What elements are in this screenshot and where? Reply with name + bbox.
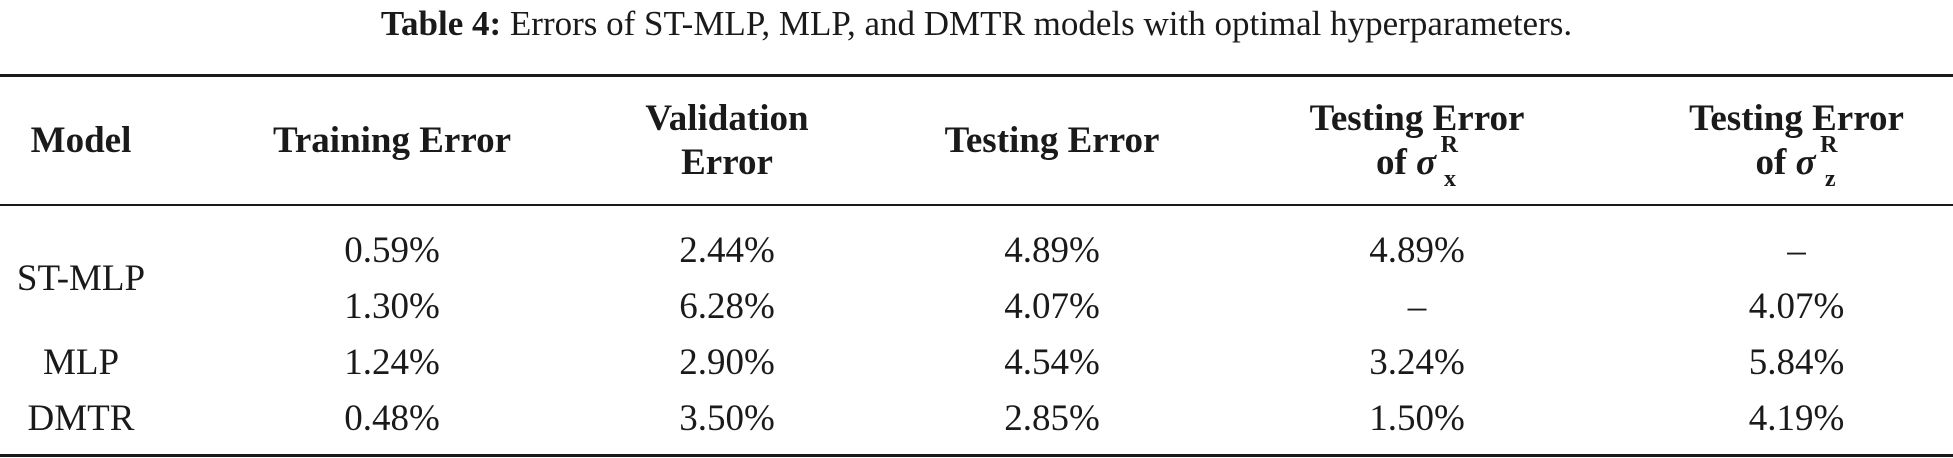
- header-testing-error: Testing Error: [944, 120, 1160, 161]
- table-cell: 1.30%: [344, 285, 440, 327]
- table-cell: 4.89%: [1004, 229, 1100, 271]
- table-cell: 2.90%: [679, 341, 775, 383]
- table-cell: 3.50%: [679, 397, 775, 439]
- table-cell: 0.59%: [344, 229, 440, 271]
- model-label-dmtr: DMTR: [27, 397, 135, 439]
- header-testing-x-line1: Testing Error: [1309, 98, 1525, 139]
- model-label-mlp: MLP: [42, 341, 120, 383]
- table-top-rule: [0, 74, 1953, 77]
- table-cell: 6.28%: [679, 285, 775, 327]
- header-testing-z-line1: Testing Error: [1689, 98, 1904, 139]
- caption-text: Errors of ST-MLP, MLP, and DMTR models w…: [509, 4, 1573, 43]
- header-training-error: Training Error: [272, 120, 512, 161]
- header-validation-error: Validation Error: [572, 82, 882, 200]
- table-cell: 4.89%: [1369, 229, 1465, 271]
- table-cell: –: [1787, 229, 1806, 271]
- model-label-st-mlp: ST-MLP: [16, 257, 146, 299]
- table-cell: 4.07%: [1748, 285, 1845, 327]
- table-cell: 5.84%: [1748, 341, 1845, 383]
- table-cell: 2.44%: [679, 229, 775, 271]
- table-cell: 0.48%: [344, 397, 440, 439]
- header-model: Model: [30, 120, 132, 161]
- table-cell: 3.24%: [1369, 341, 1465, 383]
- table-cell: 2.85%: [1004, 397, 1100, 439]
- header-validation-line1: Validation: [645, 98, 809, 139]
- table-caption: Table 4: Errors of ST-MLP, MLP, and DMTR…: [0, 0, 1953, 58]
- table-bottom-rule: [0, 454, 1953, 457]
- table-header-rule: [0, 204, 1953, 206]
- header-validation-line2: Error: [681, 142, 773, 183]
- table-cell: 1.24%: [344, 341, 440, 383]
- table-cell: 1.50%: [1369, 397, 1465, 439]
- table-cell: 4.19%: [1748, 397, 1845, 439]
- caption-label: Table 4:: [380, 4, 502, 43]
- table-cell: –: [1407, 285, 1427, 327]
- table-cell: 4.54%: [1004, 341, 1100, 383]
- table-cell: 4.07%: [1004, 285, 1100, 327]
